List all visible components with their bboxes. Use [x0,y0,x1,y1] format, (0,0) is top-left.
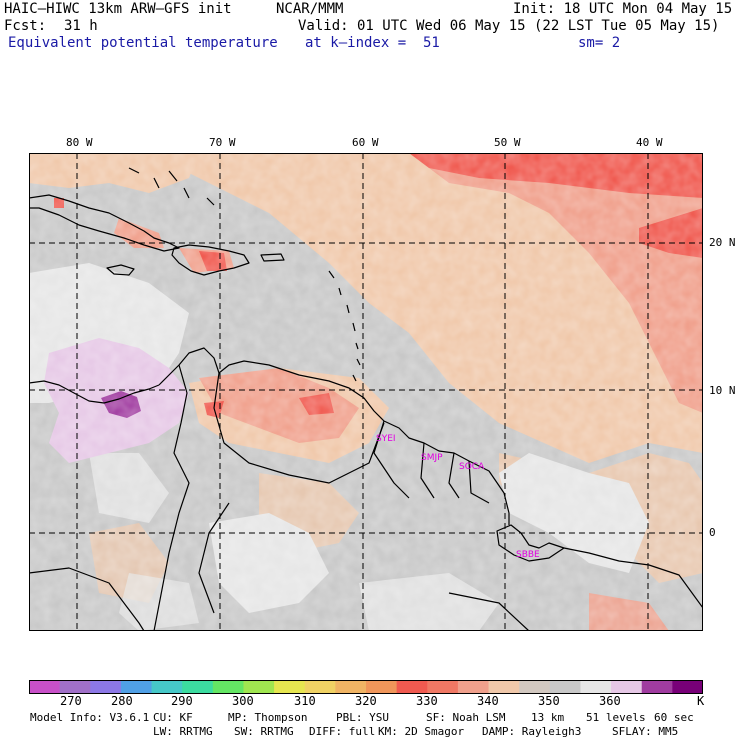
vertical-levels: 51 levels [586,711,646,724]
eddy-coefficient: KM: 2D Smagor [378,725,465,738]
colorbar-swatch [335,680,367,694]
colorbar-swatch [90,680,122,694]
shortwave-scheme: SW: RRTMG [234,725,294,738]
colorbar-label-350: 350 [538,694,560,708]
surface-scheme: SF: Noah LSM [426,711,506,724]
colorbar-swatch [274,680,306,694]
map-frame [29,153,703,631]
lon-label-50w: 50 W [494,136,521,149]
colorbar-label-330: 330 [416,694,438,708]
colorbar-label-300: 300 [232,694,254,708]
colorbar-swatch [29,680,61,694]
lon-label-80w: 80 W [66,136,93,149]
forecast-label: Fcst: [4,18,47,34]
lon-label-40w: 40 W [636,136,663,149]
colorbar-label-320: 320 [355,694,377,708]
colorbar-label-340: 340 [477,694,499,708]
colorbar-swatch [672,680,703,694]
colorbar-swatch [366,680,398,694]
colorbar-label-360: 360 [599,694,621,708]
lon-label-70w: 70 W [209,136,236,149]
colorbar-label-310: 310 [294,694,316,708]
station-syei: SYEI [376,434,396,444]
colorbar-swatch [396,680,428,694]
colorbar-frame [29,680,703,694]
colorbar-swatch [304,680,336,694]
colorbar-swatch [151,680,183,694]
time-step: 60 sec [654,711,694,724]
station-labels: SYEI SMJP SOCA SBBE [376,434,540,560]
lat-label-20n: 20 N [709,236,736,249]
colorbar-label-270: 270 [60,694,82,708]
valid-time: Valid: 01 UTC Wed 06 May 15 (22 LST Tue … [298,18,720,34]
center-title: NCAR/MMM [276,1,344,17]
colorbar-swatch [212,680,244,694]
colorbar-swatch [549,680,581,694]
grid-spacing: 13 km [531,711,565,724]
diffusion-option: DIFF: full [309,725,376,738]
lat-lon-grid [29,153,703,631]
colorbar-swatch [611,680,643,694]
station-sbbe: SBBE [516,550,540,560]
model-level: at k–index = 51 [305,35,440,51]
model-title: HAIC–HIWC 13km ARW–GFS init [4,1,232,17]
model-info: Model Info: V3.6.1 [30,711,150,724]
pbl-scheme: PBL: YSU [336,711,389,724]
lat-label-10n: 10 N [709,384,736,397]
surface-layer: SFLAY: MM5 [612,725,679,738]
microphysics-scheme: MP: Thompson [228,711,308,724]
forecast-hour: 31 h [64,18,98,34]
colorbar-swatch [519,680,551,694]
colorbar-swatch [243,680,275,694]
theta-e-map: SYEI SMJP SOCA SBBE [29,153,703,631]
colorbar-swatch [427,680,459,694]
colorbar-swatch [182,680,214,694]
colorbar-label-290: 290 [171,694,193,708]
colorbar-swatch [457,680,490,694]
colorbar [29,680,703,694]
station-soca: SOCA [459,462,485,472]
init-time: Init: 18 UTC Mon 04 May 15 [513,1,733,17]
field-name: Equivalent potential temperature [8,35,278,51]
colorbar-swatch [580,680,612,694]
colorbar-swatch [120,680,153,694]
colorbar-swatch [59,680,91,694]
colorbar-label-280: 280 [111,694,133,708]
longwave-scheme: LW: RRTMG [153,725,213,738]
lon-label-60w: 60 W [352,136,379,149]
colorbar-swatch [488,680,520,694]
lat-label-0: 0 [709,526,716,539]
colorbar-swatch [641,680,673,694]
damping-option: DAMP: Rayleigh3 [482,725,582,738]
field-texture [29,153,703,631]
station-smjp: SMJP [421,453,443,463]
colorbar-unit: K [697,694,705,708]
smoothing: sm= 2 [578,35,621,51]
coastlines [29,167,703,631]
cumulus-scheme: CU: KF [153,711,193,724]
